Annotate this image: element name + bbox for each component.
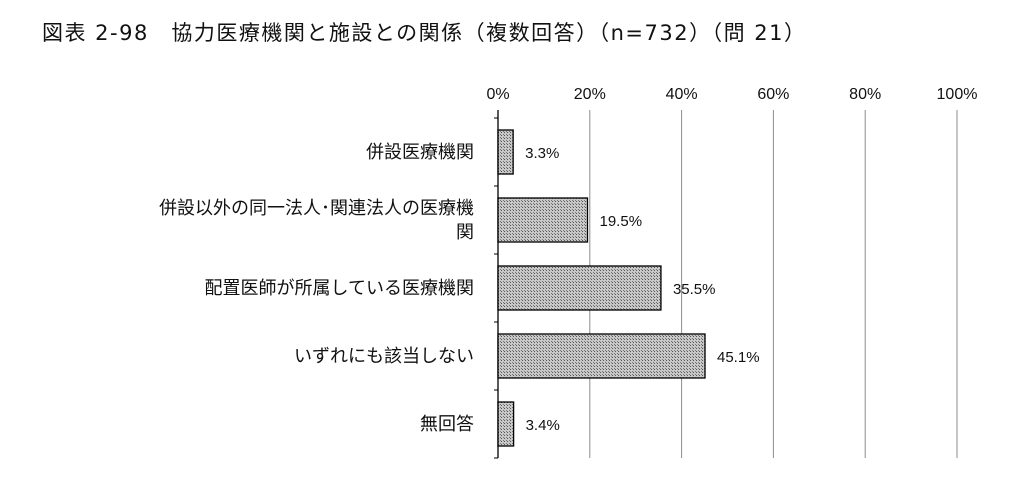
x-tick-label: 0% <box>486 86 509 103</box>
x-axis-ticks: 0% 20% 40% 60% 80% 100% <box>486 86 977 103</box>
x-tick-label: 40% <box>666 86 698 103</box>
data-label: 45.1% <box>717 349 760 366</box>
bar <box>497 129 514 175</box>
data-label: 3.3% <box>525 145 559 162</box>
bar <box>497 401 515 447</box>
chart-title: 図表 2-98 協力医療機関と施設との関係（複数回答）（n=732）（問 21） <box>42 21 807 45</box>
bars <box>497 129 706 447</box>
category-label: 配置医師が所属している医療機関 <box>205 278 474 299</box>
data-label: 3.4% <box>526 417 560 434</box>
x-tick-label: 100% <box>937 86 978 103</box>
category-label: 無回答 <box>420 414 474 435</box>
value-labels: 3.3% 19.5% 35.5% 45.1% 3.4% <box>525 145 759 434</box>
category-label: 併設以外の同一法人･関連法人の医療機 <box>159 198 474 219</box>
category-label: 併設医療機関 <box>366 142 474 163</box>
data-label: 35.5% <box>673 281 716 298</box>
bar <box>497 265 662 311</box>
category-label: いずれにも該当しない <box>294 346 474 367</box>
category-label: 関 <box>456 222 474 243</box>
bar <box>497 197 589 243</box>
data-label: 19.5% <box>600 213 643 230</box>
x-tick-label: 80% <box>849 86 881 103</box>
bar <box>497 333 706 379</box>
category-labels: 併設医療機関併設以外の同一法人･関連法人の医療機関配置医師が所属している医療機関… <box>159 142 474 435</box>
x-tick-label: 20% <box>574 86 606 103</box>
x-tick-label: 60% <box>757 86 789 103</box>
